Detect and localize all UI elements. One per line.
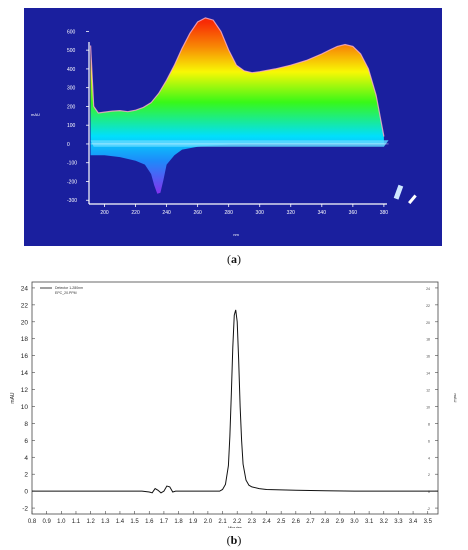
caption-b: (b) (226, 533, 242, 547)
legend-entry: EPC_20.PPM (55, 291, 77, 295)
y-tick-label: 2 (24, 472, 28, 479)
x-axis-label: nm (233, 232, 239, 237)
x-tick-label: 220 (131, 210, 140, 216)
x-tick-label: 2.5 (277, 519, 286, 525)
y-tick-label: 600 (67, 29, 76, 35)
y-tick-label: 0 (24, 489, 28, 496)
x-tick-label: 2.6 (292, 519, 301, 525)
x-tick-label: 2.0 (204, 519, 213, 525)
y-right-tick-label: 10 (426, 405, 430, 409)
y-right-tick-label: 4 (428, 456, 430, 460)
spectrum-surface-edge (90, 17, 385, 137)
x-tick-label: 3.3 (394, 519, 403, 525)
y-tick-label: 12 (21, 387, 29, 394)
x-tick-label: 2.2 (233, 519, 242, 525)
y-axis-label: mAU (31, 112, 40, 117)
x-tick-label: 1.7 (160, 519, 169, 525)
y-tick-label: 16 (21, 353, 29, 360)
y-axis-label-right: mAU (453, 394, 458, 403)
x-tick-label: 1.9 (189, 519, 198, 525)
x-tick-label: 0.9 (42, 519, 51, 525)
x-tick-label: 2.1 (218, 519, 227, 525)
x-tick-label: 200 (100, 210, 109, 216)
uv-3d-spectrum-chart: 600 500 400 300 200 100 0 -100 -200 -300 200 220 240… (24, 8, 442, 246)
legend-entry: Detector 1-280nm (55, 286, 83, 290)
x-tick-label: 2.8 (321, 519, 330, 525)
x-tick-label: 2.7 (306, 519, 315, 525)
y-tick-label: 500 (67, 48, 76, 54)
caption-a-letter: a (231, 252, 237, 266)
depth-widget-1 (393, 184, 404, 200)
y-tick-label: 0 (67, 142, 70, 148)
y-right-tick-label: 18 (426, 338, 430, 342)
caption-b-letter: b (230, 533, 238, 547)
x-tick-label: 2.9 (336, 519, 345, 525)
y-tick-label: 300 (67, 86, 76, 92)
y-tick-label: 4 (24, 455, 28, 462)
y-right-tick-label: 0 (428, 490, 430, 494)
x-tick-label: 0.8 (28, 519, 37, 525)
y-right-tick-label: 12 (426, 389, 430, 393)
depth-widget-2 (408, 194, 417, 205)
y-tick-label: -200 (67, 179, 77, 185)
chart-b-frame (31, 281, 439, 515)
y-right-tick-label: 6 (428, 439, 430, 443)
x-tick-label: 1.6 (145, 519, 154, 525)
spectrum-surface-positive (90, 17, 384, 144)
x-tick-label: 1.1 (72, 519, 81, 525)
x-tick-label: 3.4 (409, 519, 418, 525)
x-tick-label: 3.2 (380, 519, 389, 525)
y-right-tick-label: 22 (426, 304, 430, 308)
x-tick-label: 3.1 (365, 519, 374, 525)
y-right-tick-label: 24 (426, 287, 430, 291)
x-tick-label: 1.8 (174, 519, 183, 525)
y-right-tick-label: 20 (426, 321, 430, 325)
y-tick-label: 22 (21, 302, 29, 309)
x-tick-label: 1.4 (116, 519, 125, 525)
x-tick-label: 1.2 (86, 519, 95, 525)
x-tick-label: 360 (349, 210, 358, 216)
y-tick-label: 14 (21, 370, 29, 377)
x-tick-label: 3.5 (424, 519, 433, 525)
y-tick-label: 400 (67, 67, 76, 73)
x-tick-label: 1.3 (101, 519, 110, 525)
x-tick-label: 2.3 (248, 519, 257, 525)
x-tick-label: 260 (193, 210, 202, 216)
y-tick-label: 100 (67, 123, 76, 129)
y-tick-label: 10 (21, 404, 29, 411)
y-right-tick-label: 14 (426, 372, 430, 376)
y-tick-label: -2 (22, 506, 28, 513)
y-tick-label: 24 (21, 285, 29, 292)
y-tick-label: 20 (21, 319, 29, 326)
y-tick-label: 6 (24, 438, 28, 445)
y-tick-label: 200 (67, 104, 76, 110)
y-right-tick-label: 2 (428, 473, 430, 477)
x-axis-label: Minutes (228, 525, 242, 528)
y-tick-label: -300 (67, 198, 77, 204)
y-tick-label: 18 (21, 336, 29, 343)
x-tick-label: 320 (287, 210, 296, 216)
spectrum-surface-negative (90, 143, 245, 194)
y-right-tick-label: 16 (426, 355, 430, 359)
baseline-slab (90, 140, 389, 147)
caption-a: (a) (227, 252, 241, 266)
x-tick-label: 2.4 (262, 519, 271, 525)
y-axis-label: mAU (10, 392, 16, 404)
x-tick-label: 240 (162, 210, 171, 216)
x-tick-label: 380 (380, 210, 389, 216)
y-tick-label: -100 (67, 161, 77, 167)
x-tick-label: 340 (318, 210, 327, 216)
chromatogram-trace (32, 309, 438, 494)
x-tick-label: 300 (256, 210, 265, 216)
y-right-tick-label: 8 (428, 422, 430, 426)
y-tick-label: 8 (24, 421, 28, 428)
x-tick-label: 3.0 (350, 519, 359, 525)
x-tick-label: 1.5 (130, 519, 139, 525)
x-tick-label: 1.0 (57, 519, 66, 525)
x-tick-label: 280 (225, 210, 234, 216)
y-right-tick-label: -2 (427, 507, 430, 511)
